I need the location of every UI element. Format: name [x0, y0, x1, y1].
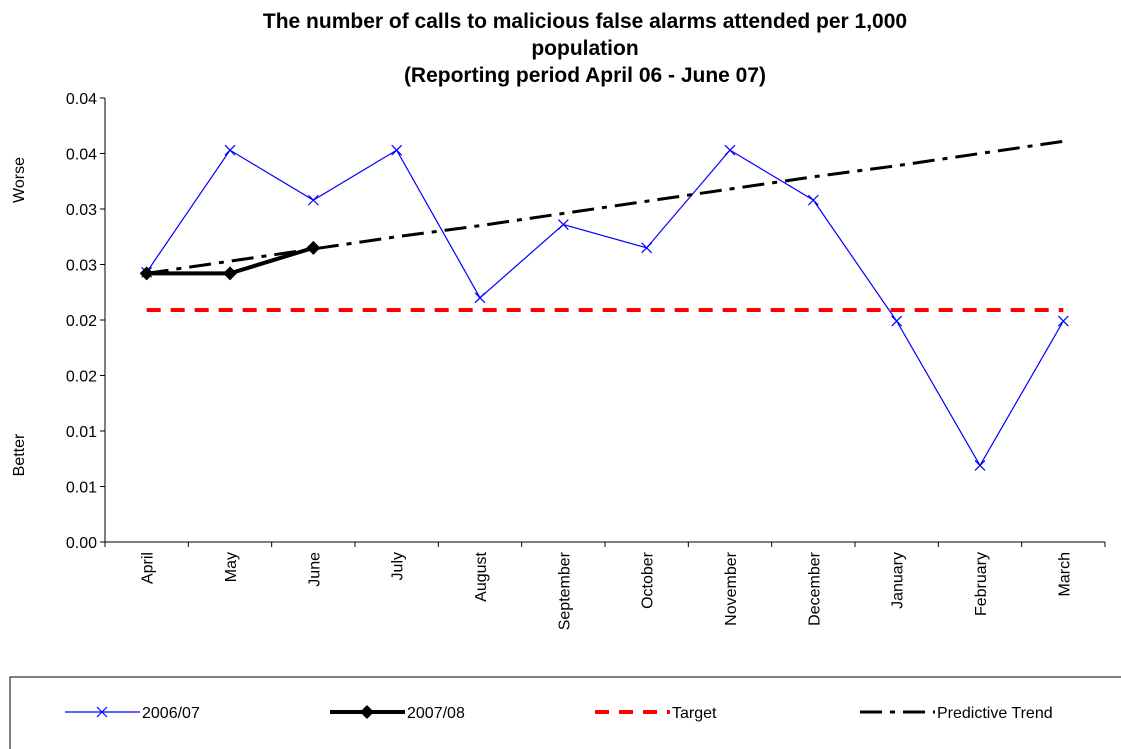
y-label-worse: Worse: [11, 157, 28, 203]
x-tick-label: October: [640, 551, 657, 609]
marker-x: [224, 144, 236, 156]
y-tick-label: 0.01: [66, 480, 97, 497]
legend-label: 2006/07: [142, 705, 200, 722]
y-tick-label: 0.04: [66, 147, 97, 164]
y-tick-label: 0.03: [66, 202, 97, 219]
y-tick-label: 0.03: [66, 258, 97, 275]
x-tick-label: April: [140, 552, 157, 584]
marker-x: [974, 459, 986, 471]
marker-x: [891, 315, 903, 327]
legend-label: Target: [672, 705, 717, 722]
marker-diamond: [223, 266, 237, 281]
marker-x: [307, 194, 319, 206]
x-tick-label: January: [890, 552, 907, 609]
x-tick-label: March: [1056, 552, 1073, 596]
x-tick-label: February: [973, 552, 990, 616]
x-tick-label: December: [806, 551, 823, 625]
legend-box: [9, 676, 1121, 749]
marker-diamond: [360, 705, 374, 719]
chart-title: (Reporting period April 06 - June 07): [404, 64, 766, 87]
x-tick-label: May: [223, 552, 240, 582]
marker-x: [96, 706, 108, 718]
marker-x: [807, 194, 819, 206]
y-tick-label: 0.02: [66, 369, 97, 386]
chart-title: population: [531, 37, 638, 60]
y-tick-label: 0.01: [66, 424, 97, 441]
x-tick-label: September: [556, 551, 573, 630]
marker-x: [474, 292, 486, 304]
marker-x: [724, 144, 736, 156]
legend-label: Predictive Trend: [937, 705, 1053, 722]
series: [139, 240, 321, 281]
series: [141, 144, 1069, 471]
chart-title: The number of calls to malicious false a…: [263, 10, 907, 33]
x-tick-label: July: [390, 552, 407, 580]
x-tick-label: November: [723, 551, 740, 625]
marker-x: [641, 242, 653, 254]
y-tick-label: 0.00: [66, 535, 97, 552]
x-tick-label: August: [473, 551, 490, 601]
marker-x: [557, 219, 569, 230]
y-label-better: Better: [11, 433, 28, 476]
marker-diamond: [306, 240, 321, 255]
series-line: [146, 139, 1064, 275]
series: [146, 139, 1064, 275]
legend-label: 2007/08: [407, 705, 465, 722]
marker-x: [1057, 315, 1069, 327]
y-tick-label: 0.02: [66, 313, 97, 330]
marker-x: [391, 144, 403, 156]
x-tick-label: June: [306, 552, 323, 587]
y-tick-label: 0.04: [66, 91, 97, 108]
series-line: [146, 149, 1064, 467]
